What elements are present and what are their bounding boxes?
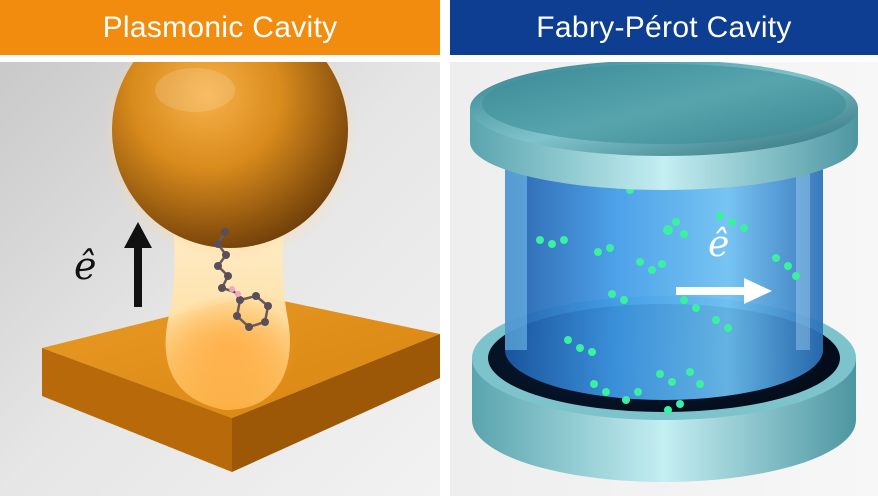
fabry-perot-cavity-title: Fabry-Pérot Cavity bbox=[450, 0, 878, 55]
polarization-arrow-vertical bbox=[124, 222, 152, 307]
polarization-arrow-horizontal bbox=[676, 278, 772, 304]
fabry-perot-cavity-illustration bbox=[450, 62, 878, 496]
cavity-volume bbox=[505, 140, 823, 400]
plasmonic-cavity-illustration bbox=[0, 62, 440, 496]
fabry-perot-cavity-panel: Fabry-Pérot Cavity bbox=[450, 0, 878, 496]
polarization-label-left: ê bbox=[74, 244, 97, 288]
plasmonic-cavity-title: Plasmonic Cavity bbox=[0, 0, 440, 55]
gold-nanoparticle bbox=[112, 62, 348, 248]
molecules bbox=[536, 181, 800, 414]
polarization-label-right: ê bbox=[708, 224, 730, 265]
plasmonic-cavity-panel: Plasmonic Cavity bbox=[0, 0, 440, 496]
